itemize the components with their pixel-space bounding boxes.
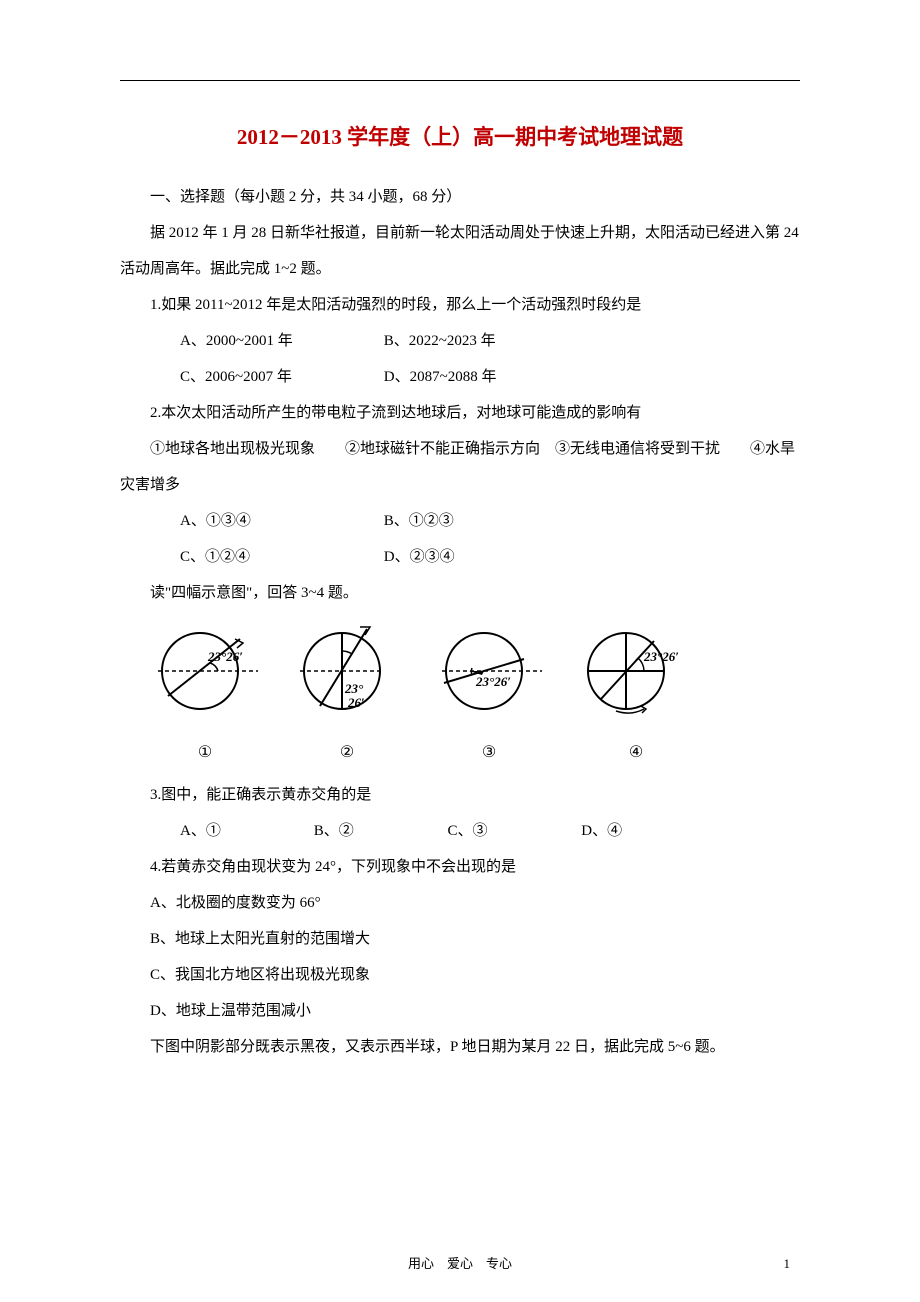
q2-opt-a: A、①③④	[150, 503, 350, 539]
diagram-1-svg: 23°26′	[150, 621, 260, 716]
diagram-2-svg: 23° 26′	[292, 621, 402, 716]
diag1-label: ①	[150, 734, 260, 772]
q1-opt-d: D、2087~2088 年	[354, 359, 497, 395]
diagram-4-svg: 23°26′	[576, 621, 696, 716]
diagram-row: 23°26′ ① 23° 26′ ②	[150, 621, 800, 772]
content-body: 一、选择题（每小题 2 分，共 34 小题，68 分） 据 2012 年 1 月…	[120, 179, 800, 1065]
diag4-angle: 23°26′	[643, 649, 679, 664]
exam-title: 2012－2013 学年度（上）高一期中考试地理试题	[120, 121, 800, 151]
q1-options-row1: A、2000~2001 年 B、2022~2023 年	[120, 323, 800, 359]
q3-opt-c: C、③	[418, 813, 548, 849]
intro-2: 读"四幅示意图"，回答 3~4 题。	[120, 575, 800, 611]
q2-text: 2.本次太阳活动所产生的带电粒子流到达地球后，对地球可能造成的影响有	[120, 395, 800, 431]
q2-opt-d: D、②③④	[354, 539, 455, 575]
q4-opt-b: B、地球上太阳光直射的范围增大	[120, 921, 800, 957]
svg-text:26′: 26′	[347, 695, 365, 710]
q3-opt-a: A、①	[150, 813, 280, 849]
diag1-angle: 23°26′	[207, 649, 243, 664]
diagram-container: 23°26′ ① 23° 26′ ②	[150, 621, 800, 772]
q2-options-row1: A、①③④ B、①②③	[120, 503, 800, 539]
q2-items: ①地球各地出现极光现象 ②地球磁针不能正确指示方向 ③无线电通信将受到干扰 ④水…	[120, 431, 800, 503]
q1-opt-b: B、2022~2023 年	[354, 323, 496, 359]
q3-opt-b: B、②	[284, 813, 414, 849]
diagram-4: 23°26′ ④	[576, 621, 696, 772]
top-divider	[120, 80, 800, 81]
section-header: 一、选择题（每小题 2 分，共 34 小题，68 分）	[120, 179, 800, 215]
q1-options-row2: C、2006~2007 年 D、2087~2088 年	[120, 359, 800, 395]
q2-opt-c: C、①②④	[150, 539, 350, 575]
q4-opt-c: C、我国北方地区将出现极光现象	[120, 957, 800, 993]
diagram-3: 23°26′ ③	[434, 621, 544, 772]
diag4-label: ④	[576, 734, 696, 772]
svg-text:23°: 23°	[344, 681, 364, 696]
q3-text: 3.图中，能正确表示黄赤交角的是	[120, 777, 800, 813]
diagram-1: 23°26′ ①	[150, 621, 260, 772]
q3-options: A、① B、② C、③ D、④	[120, 813, 800, 849]
q4-opt-a: A、北极圈的度数变为 66°	[120, 885, 800, 921]
intro-1: 据 2012 年 1 月 28 日新华社报道，目前新一轮太阳活动周处于快速上升期…	[120, 215, 800, 287]
q1-opt-c: C、2006~2007 年	[150, 359, 350, 395]
q1-text: 1.如果 2011~2012 年是太阳活动强烈的时段，那么上一个活动强烈时段约是	[120, 287, 800, 323]
diag3-label: ③	[434, 734, 544, 772]
page-number: 1	[784, 1256, 791, 1272]
q4-opt-d: D、地球上温带范围减小	[120, 993, 800, 1029]
diagram-2: 23° 26′ ②	[292, 621, 402, 772]
diag2-label: ②	[292, 734, 402, 772]
diagram-3-svg: 23°26′	[434, 621, 544, 716]
intro-3: 下图中阴影部分既表示黑夜，又表示西半球，P 地日期为某月 22 日，据此完成 5…	[120, 1029, 800, 1065]
q3-opt-d: D、④	[551, 813, 622, 849]
q1-opt-a: A、2000~2001 年	[150, 323, 350, 359]
q2-opt-b: B、①②③	[354, 503, 454, 539]
q4-text: 4.若黄赤交角由现状变为 24°，下列现象中不会出现的是	[120, 849, 800, 885]
diag3-angle: 23°26′	[475, 674, 511, 689]
footer-text: 用心 爱心 专心	[0, 1253, 920, 1272]
q2-options-row2: C、①②④ D、②③④	[120, 539, 800, 575]
